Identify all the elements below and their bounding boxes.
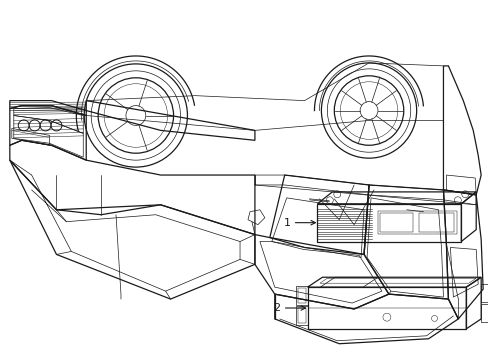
Text: 2: 2 xyxy=(273,303,281,313)
Text: 1: 1 xyxy=(284,218,291,228)
